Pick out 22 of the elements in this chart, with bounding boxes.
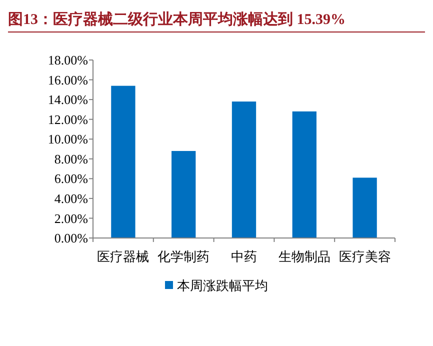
y-tick-label: 10.00% <box>48 132 88 147</box>
y-tick-label: 0.00% <box>54 230 88 246</box>
x-tick-label: 医疗美容 <box>338 249 391 264</box>
bar <box>172 150 196 238</box>
x-tick-label: 生物制品 <box>278 249 330 264</box>
y-tick-label: 2.00% <box>54 210 88 226</box>
bar <box>111 86 136 238</box>
y-tick-label: 8.00% <box>54 151 88 166</box>
y-tick-label: 4.00% <box>54 190 88 206</box>
legend-label: 本周涨跌幅平均 <box>177 278 268 293</box>
bar <box>232 102 256 238</box>
y-tick-label: 6.00% <box>54 171 88 186</box>
bar <box>352 178 377 238</box>
x-tick-label: 医疗器械 <box>97 249 150 264</box>
y-tick-label: 18.00% <box>48 52 88 68</box>
y-tick-label: 14.00% <box>48 92 88 108</box>
x-tick-label: 中药 <box>231 249 257 264</box>
bar <box>292 111 316 238</box>
x-tick-label: 化学制药 <box>158 249 210 264</box>
chart-title: 图13：医疗器械二级行业本周平均涨幅达到 15.39% <box>8 11 346 28</box>
y-tick-label: 12.00% <box>48 112 88 127</box>
y-tick-label: 16.00% <box>48 72 88 88</box>
